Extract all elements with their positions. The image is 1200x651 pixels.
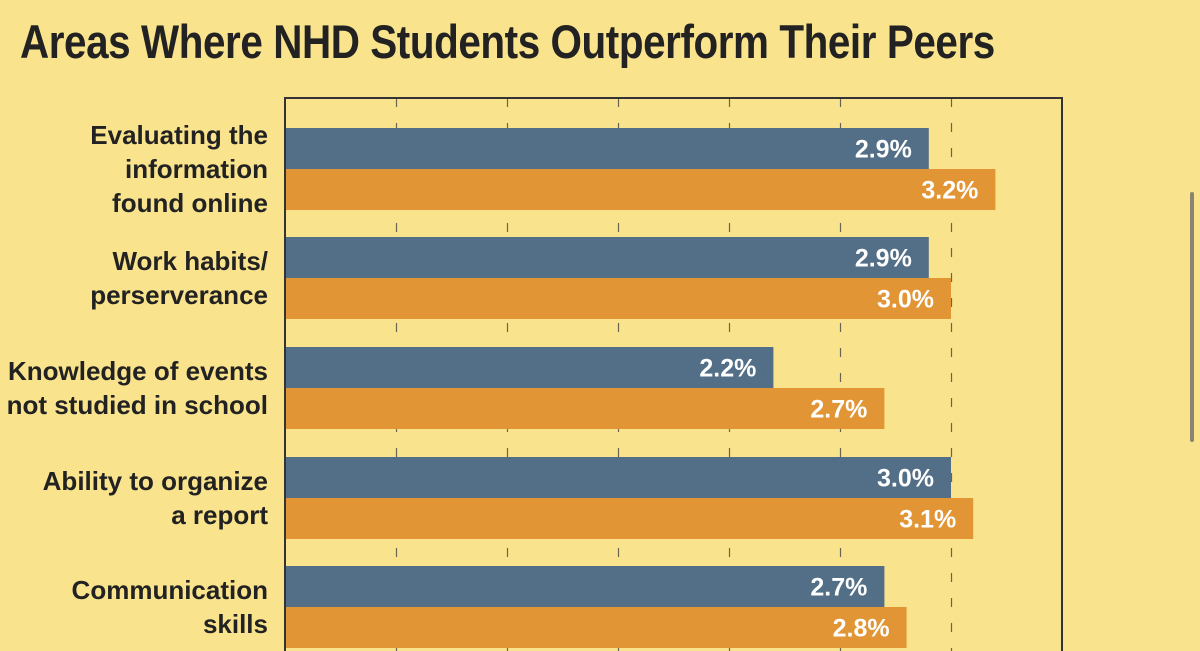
- category-label: Communication skills: [72, 575, 268, 639]
- plot-frame: [284, 97, 1063, 651]
- category-label-line: found online: [112, 188, 268, 218]
- value-label: 2.2%: [699, 355, 756, 383]
- category-label-line: Communication: [72, 575, 268, 605]
- category-label-line: Evaluating the: [90, 120, 268, 150]
- bars: [285, 128, 996, 648]
- category-label-line: Ability to organize: [43, 466, 268, 496]
- category-label-line: Knowledge of events: [8, 356, 268, 386]
- bar: [285, 566, 885, 607]
- category-label-line: not studied in school: [7, 390, 268, 420]
- category-label: Work habits/perserverance: [90, 246, 268, 310]
- category-label-line: skills: [203, 609, 268, 639]
- scrollbar[interactable]: [1190, 192, 1194, 442]
- category-label: Evaluating the information found online: [90, 120, 268, 218]
- category-label-line: Work habits/: [112, 246, 268, 276]
- value-label: 2.7%: [810, 396, 867, 424]
- value-label: 2.9%: [855, 136, 912, 164]
- labels: 2.9% 3.2% Evaluating the information found o…: [7, 120, 979, 643]
- value-label: 3.0%: [877, 286, 934, 314]
- category-label-line: perserverance: [90, 280, 268, 310]
- category-label: Knowledge of events not studied in school: [7, 356, 268, 420]
- bar: [285, 128, 929, 169]
- bar: [285, 278, 951, 319]
- bar: [285, 388, 885, 429]
- bar: [285, 169, 996, 210]
- value-label: 2.9%: [855, 245, 912, 273]
- chart-title: Areas Where NHD Students Outperform Thei…: [20, 15, 995, 68]
- value-label: 3.0%: [877, 465, 934, 493]
- bar: [285, 237, 929, 278]
- value-label: 3.2%: [921, 177, 978, 205]
- value-label: 2.8%: [833, 615, 890, 643]
- bar: [285, 457, 951, 498]
- category-label: Ability to organize a report: [43, 466, 269, 530]
- bar: [285, 347, 774, 388]
- category-label-line: a report: [171, 500, 268, 530]
- bar: [285, 498, 974, 539]
- value-label: 2.7%: [810, 574, 867, 602]
- value-label: 3.1%: [899, 506, 956, 534]
- category-label-line: information: [125, 154, 268, 184]
- bar: [285, 607, 907, 648]
